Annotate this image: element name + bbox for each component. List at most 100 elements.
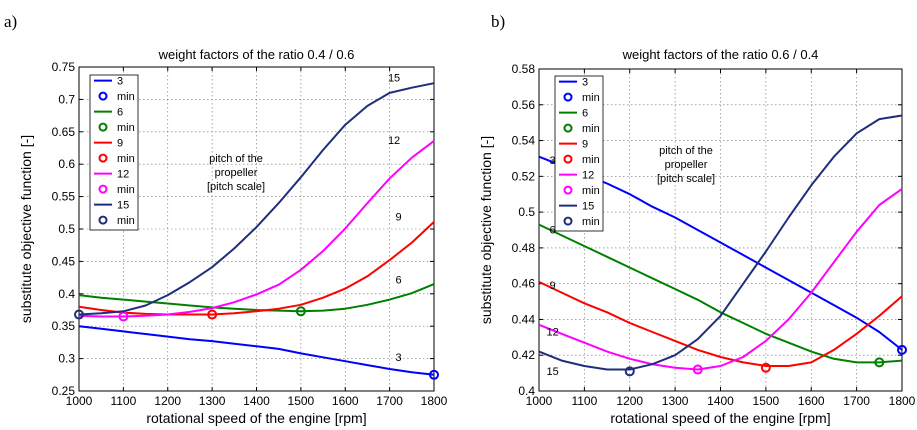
x-tick-label: 1100 <box>110 394 136 408</box>
series-line-12 <box>538 188 903 371</box>
series-min-marker-9 <box>207 309 218 320</box>
y-tick-label: 0.56 <box>512 98 536 112</box>
legend-swatch-marker-6 <box>563 123 573 133</box>
y-tick-label: 0.4 <box>58 287 75 301</box>
x-tick-label: 1400 <box>707 394 734 408</box>
panel-label: b) <box>491 12 505 31</box>
panel-label: a) <box>4 12 17 31</box>
chart-legend: 3 min 6 min 9 min 12 min 15 min <box>554 75 604 232</box>
x-tick-label: 1200 <box>616 394 643 408</box>
series-line-6 <box>78 283 435 313</box>
legend-swatch-marker-6 <box>98 122 108 132</box>
y-tick-label: 0.35 <box>52 319 76 333</box>
x-tick-label: 1600 <box>798 394 825 408</box>
legend-swatch-marker-9 <box>563 154 573 164</box>
legend-swatch-marker-15 <box>98 215 108 225</box>
series-min-marker-12 <box>692 364 703 375</box>
y-tick-label: 0.54 <box>512 134 536 148</box>
legend-swatch-marker-12 <box>563 185 573 195</box>
legend-entry-6: 6 <box>582 108 588 120</box>
legend-entry-min: min <box>117 184 135 196</box>
series-line-12 <box>78 140 435 318</box>
legend-entry-15: 15 <box>117 200 129 212</box>
chart-legend: 3 min 6 min 9 min 12 min 15 min <box>89 74 139 231</box>
legend-entry-min: min <box>582 123 600 135</box>
legend-swatch-marker-9 <box>98 153 108 163</box>
y-axis-label: substitute objective function [-] <box>18 135 34 323</box>
y-tick-label: 0.58 <box>512 62 536 76</box>
y-tick-label: 0.7 <box>58 92 75 106</box>
y-tick-label: 0.42 <box>512 348 536 362</box>
x-tick-label: 1700 <box>376 394 403 408</box>
x-tick-label: 1000 <box>66 394 93 408</box>
y-tick-label: 0.52 <box>512 169 536 183</box>
series-line-label-3: 3 <box>550 155 556 167</box>
series-min-marker-6 <box>295 306 306 317</box>
x-tick-label: 1800 <box>889 394 916 408</box>
y-tick-label: 0.4 <box>518 384 535 398</box>
series-line-9 <box>78 221 435 316</box>
annotation-note-line: pitch of the <box>209 153 263 165</box>
x-tick-label: 1300 <box>199 394 226 408</box>
series-min-marker-3 <box>897 344 907 355</box>
series-min-marker-15 <box>74 309 84 320</box>
legend-entry-6: 6 <box>117 107 123 119</box>
x-axis-label: rotational speed of the engine [rpm] <box>146 410 366 426</box>
legend-entry-12: 12 <box>582 170 594 182</box>
chart-title: weight factors of the ratio 0.4 / 0.6 <box>158 47 355 62</box>
chart-panel-a: a) weight factors of the ratio 0.4 / 0.6 1… <box>4 12 448 426</box>
legend-entry-min: min <box>582 185 600 197</box>
y-tick-label: 0.5 <box>58 222 75 236</box>
y-tick-label: 0.3 <box>58 352 75 366</box>
y-axis-label: substitute objective function [-] <box>478 136 494 324</box>
y-tick-label: 0.48 <box>512 241 536 255</box>
y-tick-label: 0.55 <box>52 190 76 204</box>
legend-entry-9: 9 <box>582 139 588 151</box>
series-line-label-15: 15 <box>546 366 558 378</box>
series-min-marker-9 <box>760 362 771 373</box>
legend-entry-min: min <box>582 154 600 166</box>
legend-swatch-marker-3 <box>98 91 108 101</box>
legend-entry-min: min <box>582 216 600 228</box>
series-line-15 <box>538 114 903 371</box>
y-tick-label: 0.46 <box>512 277 536 291</box>
legend-swatch-marker-12 <box>98 184 108 194</box>
x-tick-label: 1000 <box>526 394 553 408</box>
legend-swatch-marker-15 <box>563 216 573 226</box>
series-line-3 <box>78 325 435 376</box>
legend-entry-min: min <box>117 215 135 227</box>
y-tick-label: 0.25 <box>52 384 76 398</box>
x-tick-label: 1600 <box>332 394 359 408</box>
legend-entry-3: 3 <box>117 76 123 88</box>
series-line-label-12: 12 <box>388 135 400 147</box>
series-line-label-9: 9 <box>550 280 556 292</box>
series-line-label-9: 9 <box>395 212 401 224</box>
series-line-6 <box>538 223 903 364</box>
annotation-note-line: [pitch scale] <box>657 173 715 185</box>
series-line-label-6: 6 <box>395 274 401 286</box>
series-min-marker-15 <box>624 366 635 377</box>
series-line-label-15: 15 <box>388 72 400 84</box>
legend-entry-3: 3 <box>582 77 588 89</box>
series-line-label-12: 12 <box>546 327 558 339</box>
annotation-note-line: propeller <box>215 167 258 179</box>
series-min-marker-6 <box>874 357 885 368</box>
y-tick-label: 0.5 <box>518 205 535 219</box>
legend-entry-min: min <box>117 91 135 103</box>
series-line-label-6: 6 <box>550 225 556 237</box>
annotation-note-line: pitch of the <box>659 145 713 157</box>
x-tick-label: 1500 <box>288 394 315 408</box>
y-tick-label: 0.44 <box>512 312 536 326</box>
x-axis-label: rotational speed of the engine [rpm] <box>610 410 830 426</box>
series-min-marker-3 <box>429 369 439 380</box>
y-tick-label: 0.45 <box>52 254 76 268</box>
x-tick-label: 1200 <box>154 394 181 408</box>
annotation-note-line: [pitch scale] <box>207 181 265 193</box>
y-tick-label: 0.75 <box>52 60 76 74</box>
series-line-label-3: 3 <box>395 352 401 364</box>
x-tick-label: 1300 <box>662 394 689 408</box>
legend-entry-12: 12 <box>117 169 129 181</box>
series-min-marker-12 <box>118 311 129 322</box>
chart-title: weight factors of the ratio 0.6 / 0.4 <box>622 47 819 62</box>
